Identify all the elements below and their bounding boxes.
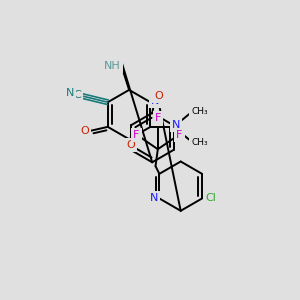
Text: O: O (80, 126, 89, 136)
Text: N: N (66, 88, 74, 98)
Text: CH₃: CH₃ (191, 107, 208, 116)
Text: C: C (73, 89, 81, 100)
Text: O: O (154, 91, 163, 101)
Text: F: F (154, 113, 161, 123)
Text: N: N (150, 194, 158, 203)
Text: O: O (126, 140, 135, 150)
Text: N: N (151, 96, 159, 106)
Text: F: F (133, 130, 140, 140)
Text: N: N (172, 120, 180, 130)
Text: CH₃: CH₃ (191, 138, 208, 147)
Text: NH: NH (104, 61, 121, 71)
Text: F: F (176, 130, 183, 140)
Text: Cl: Cl (206, 194, 217, 203)
